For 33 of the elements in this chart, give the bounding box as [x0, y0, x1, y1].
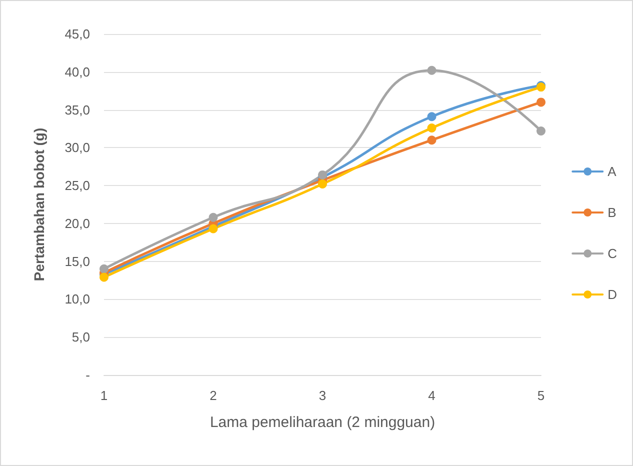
y-tick-label: 40,0: [64, 64, 90, 80]
x-tick-label: 3: [318, 388, 326, 403]
y-tick-label: 20,0: [64, 216, 90, 231]
y-tick-label: 30,0: [64, 140, 90, 156]
y-axis-title: Pertambahan bobot (g): [31, 128, 47, 282]
x-tick-label: 4: [428, 388, 436, 403]
point: [318, 180, 327, 189]
point: [100, 264, 108, 274]
point: [536, 126, 546, 136]
point: [318, 170, 327, 180]
legend-label: C: [608, 246, 617, 261]
x-tick-label: 5: [537, 388, 545, 403]
y-tick-label: 35,0: [64, 102, 90, 118]
point: [208, 212, 218, 222]
x-tick-label: 2: [210, 388, 217, 403]
x-axis-title: Lama pemeliharaan (2 mingguan): [210, 414, 436, 431]
point: [427, 136, 436, 145]
point: [427, 112, 436, 122]
legend-label: B: [608, 205, 616, 220]
point: [427, 123, 436, 132]
y-tick-label: 25,0: [64, 178, 90, 194]
x-tick-label: 1: [100, 388, 108, 403]
y-tick-label: 45,0: [64, 26, 90, 42]
y-tick-label: 5,0: [72, 330, 90, 345]
point: [208, 224, 218, 234]
point: [100, 272, 108, 282]
legend-label: A: [608, 164, 617, 179]
y-tick-label: -: [86, 368, 90, 382]
y-tick-label: 10,0: [64, 292, 90, 307]
legend-label: D: [608, 287, 617, 302]
y-tick-label: 15,0: [64, 254, 90, 269]
point: [427, 66, 436, 75]
point: [536, 98, 546, 107]
